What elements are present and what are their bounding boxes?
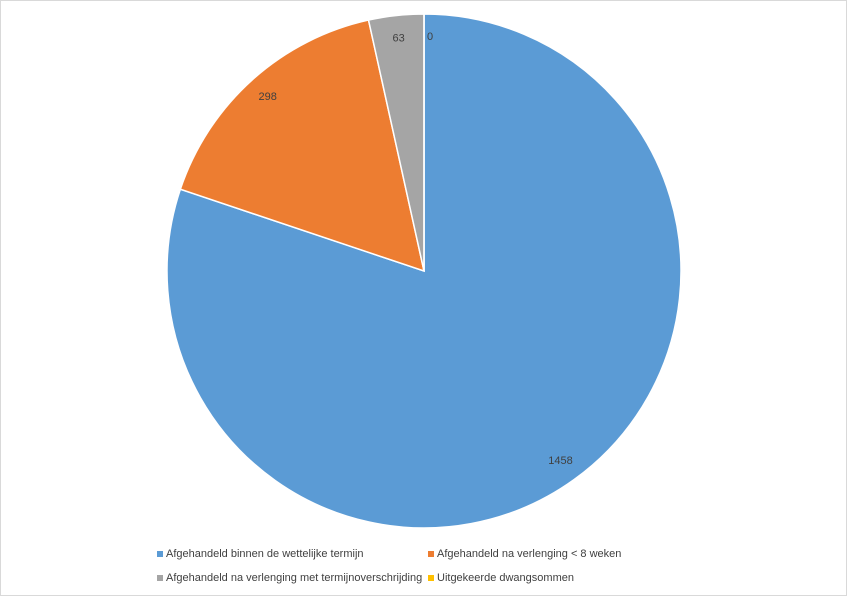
legend-label: Afgehandeld na verlenging met termijnove… [166, 572, 422, 584]
legend-label: Uitgekeerde dwangsommen [437, 572, 574, 584]
legend-swatch [428, 575, 434, 581]
legend-label: Afgehandeld binnen de wettelijke termijn [166, 548, 364, 560]
legend-swatch [157, 575, 163, 581]
pie-slice [166, 13, 682, 529]
data-label: 298 [258, 91, 276, 103]
data-label: 1458 [548, 455, 572, 467]
pie-slice [179, 19, 426, 273]
legend-swatch [428, 551, 434, 557]
legend-label: Afgehandeld na verlenging < 8 weken [437, 548, 621, 560]
data-label: 63 [392, 32, 404, 44]
data-label: 0 [427, 31, 433, 43]
legend-swatch [157, 551, 163, 557]
